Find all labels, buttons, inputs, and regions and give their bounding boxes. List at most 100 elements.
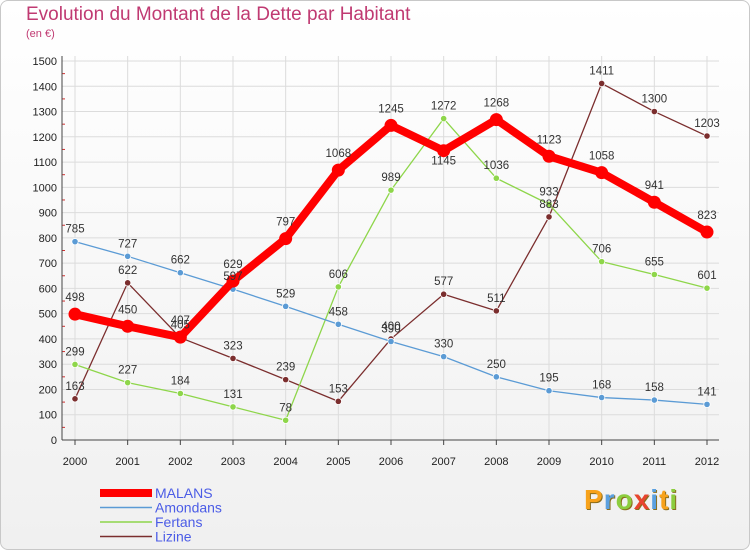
legend-label: Lizine (155, 529, 192, 545)
chart-title: Evolution du Montant de la Dette par Hab… (26, 4, 411, 25)
y-tick-label: 1200 (33, 132, 57, 144)
data-label: 1300 (642, 94, 668, 106)
y-tick-label: 500 (39, 309, 57, 321)
data-point (124, 279, 132, 287)
data-point (229, 354, 237, 362)
data-label: 1123 (537, 134, 562, 146)
data-label: 195 (539, 373, 558, 385)
x-tick-label: 2002 (168, 456, 192, 468)
data-label: 78 (279, 402, 292, 414)
data-point (598, 258, 606, 266)
x-tick-label: 2011 (643, 456, 667, 468)
y-tick-label: 600 (39, 283, 57, 295)
data-label: 1411 (589, 65, 614, 77)
data-point (598, 393, 606, 402)
x-tick-label: 2012 (695, 456, 719, 468)
y-tick-label: 800 (39, 233, 57, 245)
data-point (545, 200, 553, 208)
y-tick-label: 700 (39, 258, 57, 270)
data-point (71, 360, 79, 369)
data-label: 606 (329, 269, 348, 281)
data-point (124, 252, 132, 260)
data-point (176, 269, 184, 277)
data-label: 405 (171, 320, 190, 332)
data-label: 458 (329, 306, 348, 318)
data-point (124, 379, 132, 387)
axes: 0 100 200 300 400 500 600 700 800 900 1000 1100 1200… (33, 56, 719, 468)
data-label: 933 (539, 186, 558, 198)
data-label: 727 (118, 238, 137, 250)
data-point (647, 195, 661, 209)
data-label: 529 (276, 288, 295, 300)
y-tick-label: 200 (39, 384, 57, 396)
data-label: 622 (118, 265, 137, 277)
y-tick-label: 900 (39, 208, 57, 220)
data-label: 601 (697, 270, 716, 282)
data-point (440, 353, 448, 361)
data-label: 655 (645, 257, 664, 269)
data-label: 163 (65, 381, 84, 393)
data-point (703, 400, 711, 408)
data-point (331, 163, 345, 177)
data-label: 706 (592, 244, 611, 256)
x-tick-label: 2007 (431, 456, 455, 468)
data-label: 323 (223, 340, 242, 352)
data-point (387, 337, 395, 346)
data-point (334, 283, 342, 291)
chart-subtitle: (en €) (26, 28, 55, 40)
data-label: 1036 (484, 160, 510, 172)
data-point (545, 387, 553, 395)
data-point (595, 166, 609, 180)
data-label: 153 (329, 383, 348, 395)
data-point (334, 320, 342, 328)
data-label: 1068 (326, 148, 352, 160)
data-label: 390 (381, 323, 400, 335)
logo-letter: i (669, 484, 679, 515)
data-label: 227 (118, 365, 137, 377)
data-label: 184 (171, 376, 191, 388)
data-point (173, 330, 187, 344)
data-label: 883 (539, 199, 558, 211)
logo-letter: o (615, 484, 634, 515)
data-point (71, 395, 79, 403)
y-tick-label: 400 (39, 334, 57, 346)
data-point (542, 149, 556, 163)
data-label: 662 (171, 255, 190, 267)
data-point (437, 144, 451, 158)
logo-letter: x (633, 484, 651, 515)
data-label: 597 (223, 271, 242, 283)
data-label: 785 (65, 224, 84, 236)
data-label: 1203 (694, 118, 720, 130)
data-label: 407 (171, 315, 190, 327)
data-point (650, 396, 658, 404)
data-point (650, 270, 658, 279)
data-point (489, 113, 503, 127)
data-point (68, 307, 82, 321)
data-point (545, 213, 553, 221)
data-label: 823 (697, 210, 716, 222)
logo-letter: t (659, 484, 670, 515)
legend-label: Amondans (155, 500, 222, 516)
y-tick-label: 1300 (33, 107, 57, 119)
data-label: 1268 (484, 98, 510, 110)
proxiti-logo: Proxiti (584, 484, 678, 516)
data-point (492, 373, 500, 381)
legend-label: Fertans (155, 514, 202, 530)
data-label: 511 (487, 293, 505, 305)
data-point (176, 389, 184, 398)
x-tick-label: 2005 (326, 456, 350, 468)
logo-letter: r (603, 484, 616, 515)
data-point (650, 107, 658, 116)
x-tick-label: 2004 (273, 456, 297, 468)
y-tick-label: 1500 (33, 56, 57, 68)
legend-label: MALANS (155, 485, 213, 501)
y-tick-label: 1100 (33, 157, 57, 169)
data-point (334, 397, 342, 405)
data-label: 299 (65, 346, 84, 358)
x-tick-label: 2010 (589, 456, 613, 468)
data-label: 250 (487, 359, 506, 371)
data-label: 1058 (589, 151, 615, 163)
